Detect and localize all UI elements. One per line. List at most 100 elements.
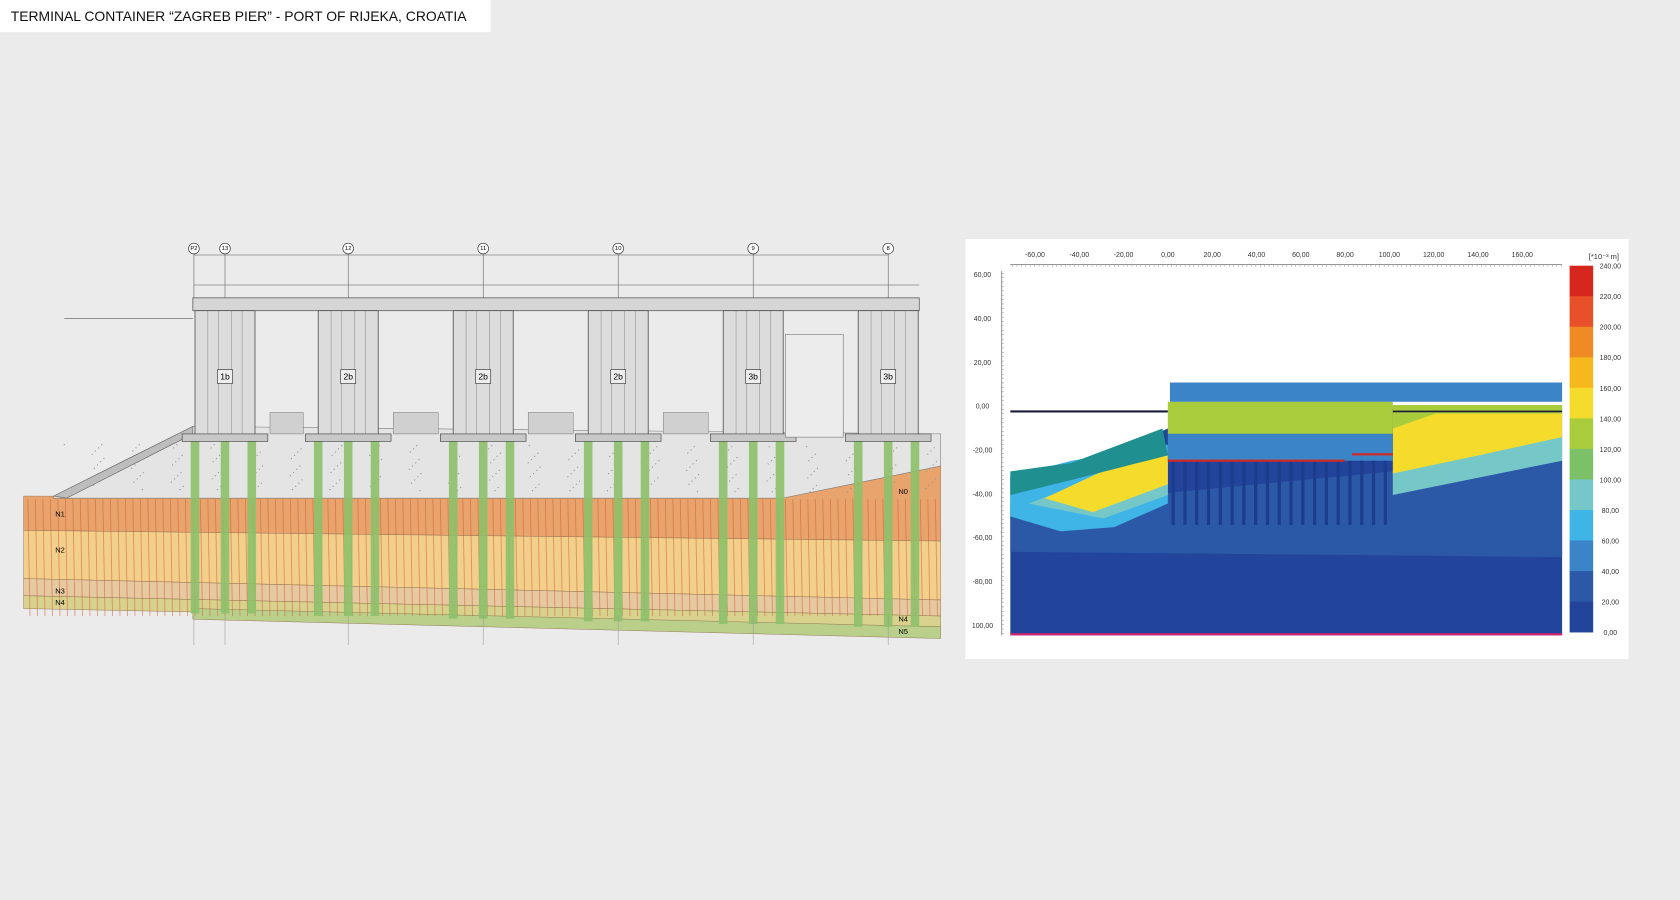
rubble-dot [460, 486, 462, 489]
rubble-dot [807, 477, 809, 479]
rubble-dot [811, 456, 813, 459]
rubble-dot [418, 458, 420, 461]
soil-hatch [574, 499, 578, 617]
rubble-fill [662, 412, 709, 435]
soil-hatch [417, 499, 421, 617]
rubble-dot [257, 485, 259, 488]
rubble-dot [933, 447, 935, 449]
legend-label: 120,00 [1600, 447, 1621, 454]
rubble-dot [893, 481, 896, 483]
rubble-dot [413, 479, 416, 481]
axis-circle [612, 242, 624, 255]
soil-hatch [799, 499, 803, 617]
rubble-dot [133, 481, 135, 483]
module-label: 2b [478, 371, 488, 381]
legend-label: 240,00 [1600, 264, 1621, 271]
rubble-dot [298, 482, 300, 484]
soil-hatch [837, 499, 841, 617]
pile-cap [305, 433, 392, 442]
soil-hatch [439, 499, 443, 617]
axis-label: 11 [480, 246, 486, 252]
rubble-dot [686, 469, 688, 471]
soil-hatch [357, 499, 361, 617]
soil-hatch [124, 499, 128, 617]
rubble-dot [91, 453, 93, 455]
rubble-dot [895, 464, 897, 466]
soil-hatch [267, 499, 271, 617]
pile [448, 439, 458, 619]
rubble-dot [693, 446, 695, 448]
soil-hatch [702, 499, 706, 617]
soil-hatch [297, 499, 301, 617]
deck [192, 297, 920, 312]
rubble-dot [772, 473, 775, 476]
rubble-dot [533, 455, 536, 458]
rubble-dot [531, 490, 534, 492]
pile [478, 439, 488, 619]
contour-region [1392, 433, 1563, 495]
pile [640, 439, 650, 622]
soil-hatch [64, 499, 68, 617]
axis-label: 9 [752, 246, 755, 252]
rubble-dot [330, 471, 332, 474]
rubble-dot [530, 458, 533, 461]
x-tick-label: 80,00 [1336, 252, 1354, 259]
rubble-dot [896, 447, 898, 449]
pile [190, 439, 200, 614]
soil-hatch [822, 499, 826, 617]
y-tick-label: -40,00 [973, 491, 993, 498]
rubble-dot [535, 486, 537, 489]
rubble-dot [809, 491, 811, 493]
rubble-dot [141, 488, 144, 491]
rubble-dot [295, 485, 297, 488]
soil-hatch [462, 499, 466, 617]
title: TERMINAL CONTAINER “ZAGREB PIER” - PORT … [11, 8, 468, 24]
pile [910, 439, 920, 627]
rubble-dot [850, 487, 852, 490]
soil-hatch [597, 499, 601, 617]
rubble-dot [181, 454, 183, 456]
rubble-dot [179, 488, 181, 491]
rubble-dot [259, 451, 261, 453]
rubble-dot [337, 448, 340, 450]
x-tick-label: 40,00 [1248, 252, 1266, 259]
module-box [217, 369, 233, 384]
rubble-dot [851, 470, 853, 473]
contour-region [1010, 428, 1168, 495]
rubble-dot [567, 476, 569, 478]
rubble-dot [538, 483, 540, 485]
soil-hatch [807, 499, 811, 617]
soil-hatch [522, 499, 526, 617]
legend-swatch [1569, 387, 1594, 419]
rubble-dot [172, 447, 175, 449]
rubble-dot [611, 469, 613, 471]
soil-hatch [762, 499, 766, 617]
rubble-dot [578, 480, 581, 482]
legend-label: 160,00 [1600, 386, 1621, 393]
rubble-dot [732, 477, 734, 479]
soil-label: N3 [55, 586, 65, 595]
legend-swatch [1569, 448, 1594, 480]
pile [313, 439, 323, 616]
rubble-dot [175, 461, 177, 463]
rubble-dot [332, 485, 334, 488]
soil-hatch [42, 499, 46, 617]
soil-hatch [34, 499, 38, 617]
rubble-dot [331, 454, 333, 456]
module-label: 2b [343, 371, 353, 381]
rubble-dot [335, 482, 338, 484]
soil-label: N4 [898, 614, 908, 623]
rubble-dot [768, 446, 770, 448]
soil-hatch [57, 499, 61, 617]
rubble-dot [932, 464, 934, 466]
rubble-dot [136, 478, 138, 480]
axis-label: 8 [887, 246, 891, 252]
y-tick-label: -60,00 [973, 535, 993, 542]
rubble-dot [728, 480, 731, 482]
rubble-dot [651, 466, 654, 468]
legend-swatch [1569, 265, 1594, 297]
soil-hatch [102, 499, 106, 617]
rubble-dot [846, 491, 849, 493]
soil-hatch [109, 499, 113, 617]
axis-circle [219, 242, 231, 255]
